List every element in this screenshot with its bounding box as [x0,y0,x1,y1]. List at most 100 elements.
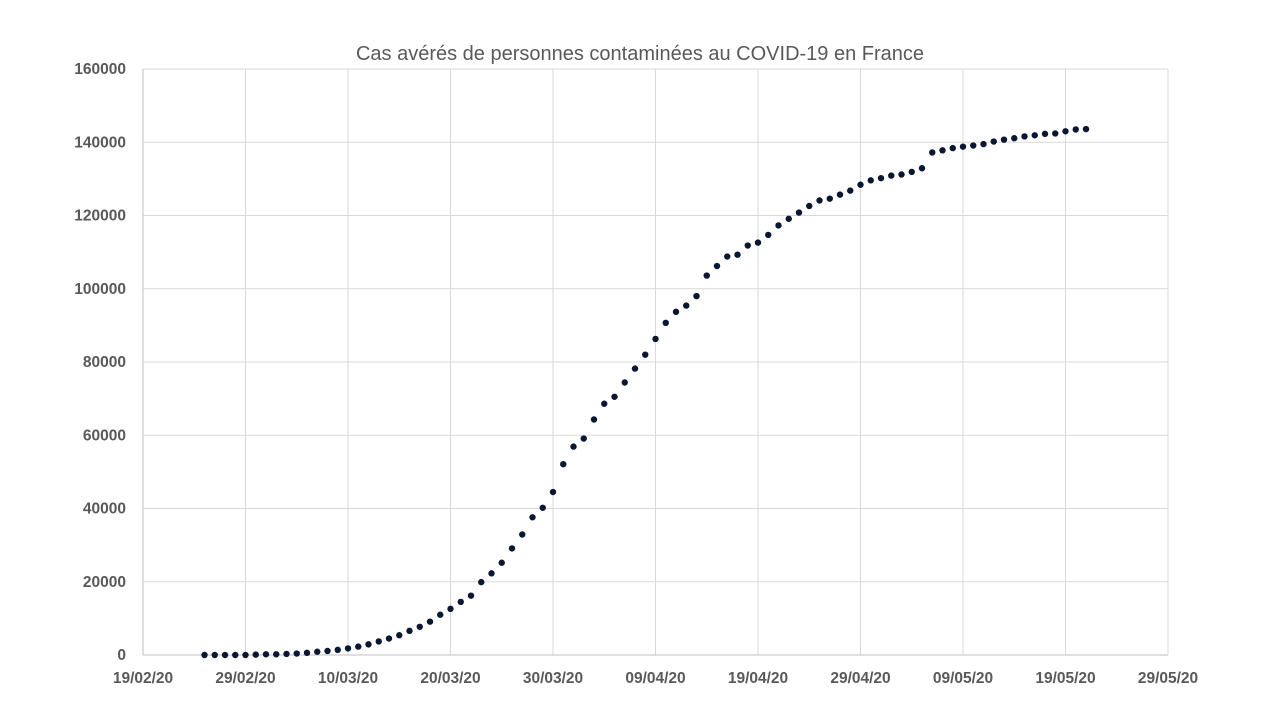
y-tick-label: 80000 [83,354,126,371]
data-point [324,647,331,655]
data-point [426,618,434,625]
y-tick-label: 100000 [74,281,126,298]
data-point [416,623,423,630]
data-point [816,197,823,204]
data-point [293,650,300,657]
data-point [990,138,997,145]
data-point [693,292,700,300]
data-point [939,147,946,154]
data-point [652,335,659,343]
axis-layer [142,69,1168,656]
data-point [980,140,987,148]
data-point [590,416,598,423]
chart-title: Cas avérés de personnes contaminées au C… [356,43,924,65]
x-tick-label: 19/02/20 [113,670,173,687]
data-point [672,308,680,316]
y-tick-label: 120000 [74,208,126,225]
data-point [570,443,577,450]
y-tick-label: 0 [117,647,126,664]
data-point [826,195,833,202]
data-point [211,651,218,659]
data-point [478,578,485,586]
tick-labels: 0 20000 40000 60000 80000 100000 120000 140000 1… [74,61,1198,687]
data-point [1072,126,1079,133]
data-point [970,142,977,149]
data-point [713,262,721,270]
data-point [744,242,751,249]
data-point [365,641,372,648]
data-point [283,650,290,658]
data-point [836,191,844,198]
data-point [621,379,628,386]
data-point [242,651,249,659]
data-point [754,239,762,246]
data-point [437,611,444,618]
x-tick-label: 29/04/20 [830,670,890,687]
data-point [1052,130,1059,137]
data-point [1021,133,1028,140]
data-points [201,125,1090,659]
x-tick-label: 19/04/20 [728,670,788,687]
data-point [642,351,649,358]
data-point [221,651,229,659]
data-point [1011,135,1018,142]
data-point [1062,128,1069,135]
data-point [1000,136,1008,143]
y-tick-label: 60000 [83,427,126,444]
y-tick-label: 160000 [74,61,126,78]
data-point [549,488,557,496]
data-point [949,144,956,152]
x-tick-label: 30/03/20 [523,670,583,687]
data-point [529,514,536,521]
data-point [775,222,782,229]
x-tick-label: 29/05/20 [1138,670,1198,687]
data-point [847,187,854,194]
data-point [908,168,915,176]
data-point [355,643,362,650]
data-point [232,651,239,659]
data-point [877,174,885,182]
data-point [795,209,803,216]
data-point [467,592,475,599]
data-point [385,635,393,642]
data-point [867,177,874,184]
y-tick-label: 20000 [83,574,126,591]
data-point [314,648,321,655]
data-point [765,231,772,239]
data-point [888,172,895,179]
data-point [539,504,546,511]
data-point [703,272,710,279]
data-point [929,149,936,156]
data-point [303,649,311,657]
x-tick-label: 09/05/20 [933,670,993,687]
data-point [724,253,731,260]
data-point [396,632,403,639]
data-point [334,646,341,654]
x-tick-label: 29/02/20 [215,670,275,687]
data-point [918,165,926,172]
data-point [519,531,526,538]
data-point [273,651,280,658]
grid-layer [143,68,1169,655]
data-point [662,319,669,327]
data-point [806,202,813,210]
data-point [201,651,208,659]
data-point [375,638,382,645]
data-point [498,559,505,566]
x-tick-label: 20/03/20 [420,670,480,687]
y-tick-label: 140000 [74,134,126,151]
data-point [1031,132,1038,139]
data-point [447,605,454,613]
x-tick-label: 19/05/20 [1035,670,1095,687]
data-point [898,171,905,178]
data-point [601,400,608,407]
data-point [262,651,270,658]
x-tick-label: 09/04/20 [625,670,685,687]
data-point [1041,130,1049,138]
x-tick-label: 10/03/20 [318,670,378,687]
data-point [683,302,690,309]
data-point [857,181,864,188]
data-point [611,393,618,400]
